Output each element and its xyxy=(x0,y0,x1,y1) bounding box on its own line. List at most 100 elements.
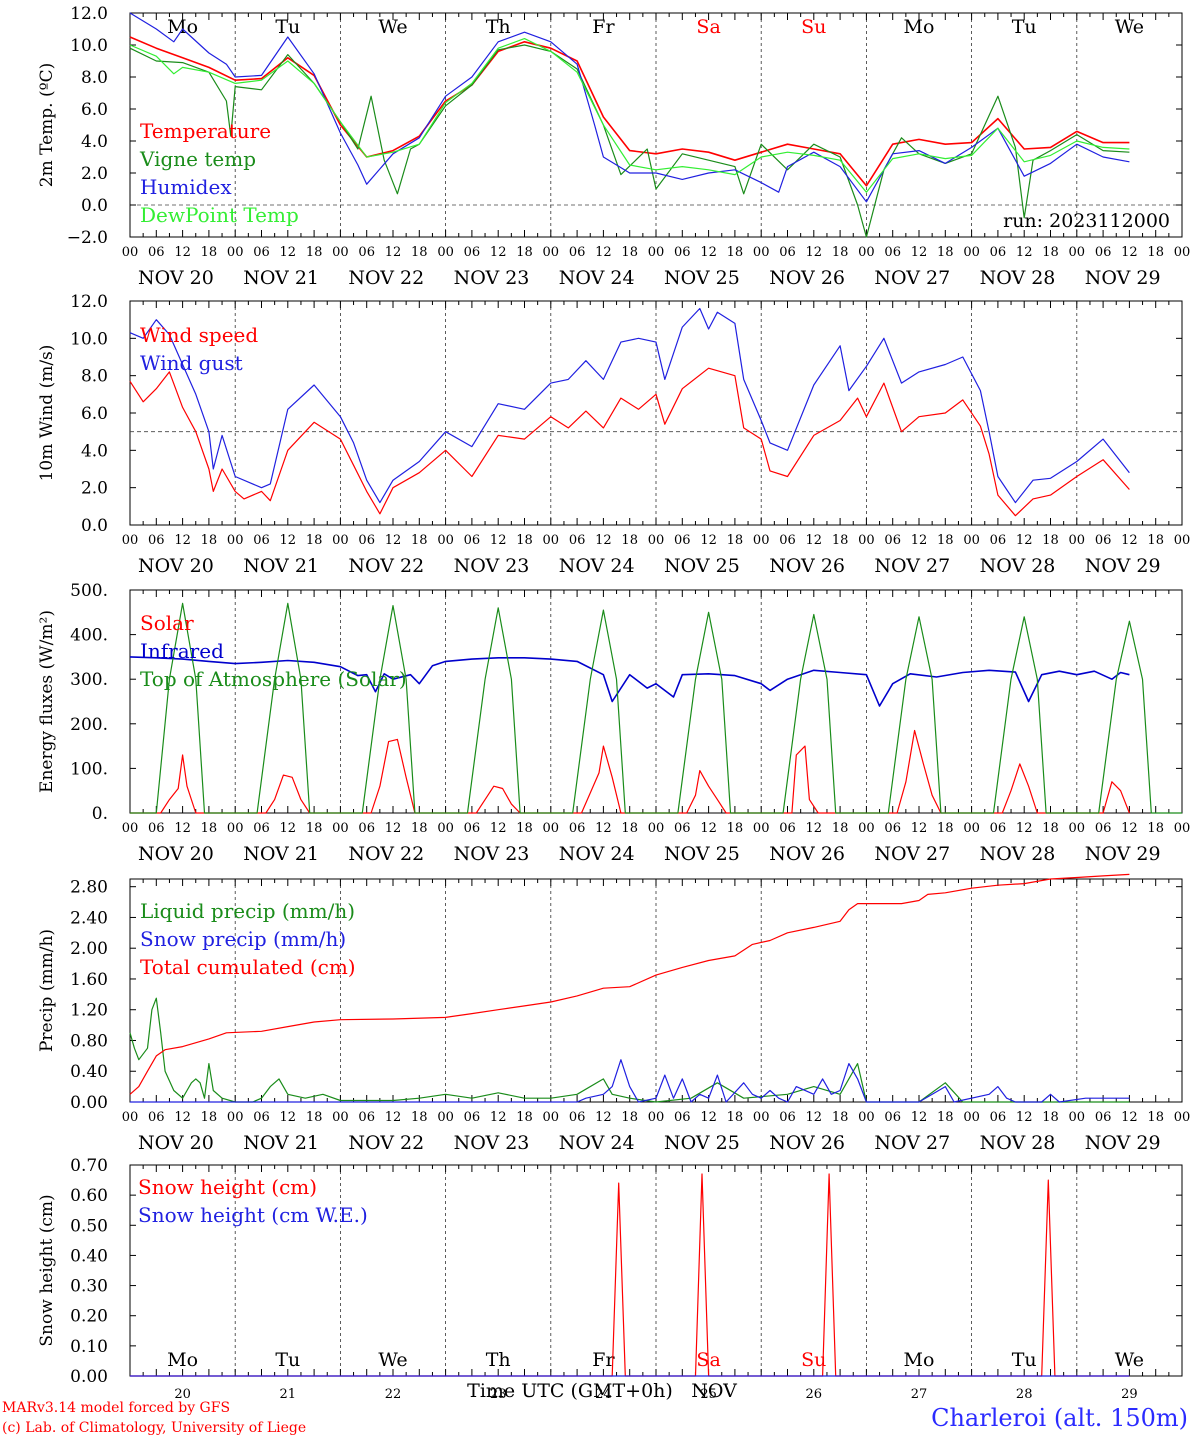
x-hour-label: 00 xyxy=(332,533,349,548)
x-hour-label: 06 xyxy=(253,245,270,260)
x-hour-label: 00 xyxy=(648,245,665,260)
x-hour-label: 00 xyxy=(1174,245,1191,260)
y-tick-label: −2.0 xyxy=(67,228,108,248)
x-hour-label: 12 xyxy=(174,245,191,260)
weekday-label: Mo xyxy=(167,1349,198,1371)
x-hour-label: 06 xyxy=(148,1110,165,1125)
x-hour-label: 06 xyxy=(674,1110,691,1125)
x-hour-label: 00 xyxy=(753,821,770,836)
x-day-number: 20 xyxy=(174,1387,191,1400)
x-hour-label: 06 xyxy=(674,245,691,260)
x-day-number: 23 xyxy=(490,1387,507,1400)
weekday-label: We xyxy=(378,16,407,38)
x-hour-label: 18 xyxy=(1042,1110,1059,1125)
x-day-number: 25 xyxy=(700,1387,717,1400)
x-hour-label: 06 xyxy=(569,245,586,260)
x-hour-label: 00 xyxy=(858,533,875,548)
x-hour-label: 06 xyxy=(674,533,691,548)
x-hour-label: 00 xyxy=(963,533,980,548)
x-hour-label: 18 xyxy=(832,533,849,548)
x-date-label: NOV 26 xyxy=(769,1132,845,1154)
legend-entry: Snow precip (mm/h) xyxy=(140,927,346,951)
x-hour-label: 06 xyxy=(884,1110,901,1125)
x-hour-label: 06 xyxy=(253,1110,270,1125)
x-hour-label: 12 xyxy=(700,1110,717,1125)
x-hour-label: 12 xyxy=(385,1110,402,1125)
legend-entry: Wind speed xyxy=(140,323,258,347)
x-hour-label: 12 xyxy=(595,533,612,548)
x-hour-label: 06 xyxy=(148,821,165,836)
y-tick-label: 2.0 xyxy=(81,479,108,499)
x-date-label: NOV 29 xyxy=(1085,267,1161,289)
legend-entry: Humidex xyxy=(140,175,232,199)
x-hour-label: 12 xyxy=(1121,533,1138,548)
series-line-dewpoint-temp xyxy=(129,37,1130,193)
x-date-label: NOV 28 xyxy=(980,1132,1056,1154)
x-day-number: 28 xyxy=(1016,1387,1033,1400)
x-hour-label: 00 xyxy=(1069,821,1086,836)
x-date-label: NOV 22 xyxy=(348,555,424,577)
y-tick-label: 200. xyxy=(70,715,108,735)
location-title: Charleroi (alt. 150m) xyxy=(931,1404,1188,1432)
x-hour-label: 06 xyxy=(253,821,270,836)
x-hour-label: 00 xyxy=(227,821,244,836)
x-date-label: NOV 27 xyxy=(874,267,950,289)
x-hour-label: 12 xyxy=(806,245,823,260)
series-line-wind-speed xyxy=(129,367,1130,517)
y-tick-label: 0.60 xyxy=(70,1186,108,1206)
x-hour-label: 18 xyxy=(937,1110,954,1125)
x-hour-label: 00 xyxy=(227,1110,244,1125)
x-hour-label: 00 xyxy=(648,533,665,548)
x-date-label: NOV 24 xyxy=(559,555,635,577)
x-hour-label: 00 xyxy=(122,1110,139,1125)
y-tick-label: 0.40 xyxy=(70,1246,108,1266)
x-hour-label: 12 xyxy=(1121,245,1138,260)
series-line-temperature xyxy=(129,36,1130,187)
x-hour-label: 18 xyxy=(516,245,533,260)
x-hour-label: 12 xyxy=(1016,245,1033,260)
x-date-label: NOV 23 xyxy=(454,555,530,577)
x-hour-label: 12 xyxy=(700,821,717,836)
x-date-label: NOV 20 xyxy=(138,267,214,289)
x-hour-label: 18 xyxy=(201,1110,218,1125)
x-hour-label: 00 xyxy=(1174,821,1191,836)
x-hour-label: 18 xyxy=(201,533,218,548)
x-hour-label: 18 xyxy=(306,533,323,548)
legend-entry: Infrared xyxy=(140,639,224,663)
x-date-label: NOV 22 xyxy=(348,267,424,289)
x-hour-label: 06 xyxy=(358,245,375,260)
x-date-label: NOV 28 xyxy=(980,267,1056,289)
x-hour-label: 12 xyxy=(595,1110,612,1125)
x-hour-label: 00 xyxy=(753,533,770,548)
x-date-label: NOV 22 xyxy=(348,1132,424,1154)
x-hour-label: 18 xyxy=(727,533,744,548)
x-hour-label: 12 xyxy=(1016,821,1033,836)
x-hour-label: 18 xyxy=(516,1110,533,1125)
series-line-solar xyxy=(130,729,1130,814)
x-hour-label: 00 xyxy=(963,1110,980,1125)
y-tick-label: 6.0 xyxy=(81,404,108,424)
meteogram-chart: 12.0 10.0 8.0 6.0 4.0 2.0 0.0 −2.0 2m Temp. (ºC)… xyxy=(37,4,1191,1400)
y-axis-label: Energy fluxes (W/m²) xyxy=(37,610,57,793)
x-hour-label: 18 xyxy=(411,1110,428,1125)
legend-entry: Total cumulated (cm) xyxy=(140,955,356,979)
x-date-label: NOV 26 xyxy=(769,555,845,577)
x-hour-label: 06 xyxy=(148,533,165,548)
x-hour-label: 06 xyxy=(358,533,375,548)
y-tick-label: 2.0 xyxy=(81,164,108,184)
x-hour-label: 00 xyxy=(543,245,560,260)
x-hour-label: 18 xyxy=(621,821,638,836)
x-hour-label: 00 xyxy=(437,533,454,548)
x-hour-label: 12 xyxy=(280,821,297,836)
series-line-wind-gust xyxy=(129,307,1130,504)
legend-entry: Wind gust xyxy=(140,351,243,375)
legend-entry: Vigne temp xyxy=(139,147,256,171)
x-date-label: NOV 23 xyxy=(454,1132,530,1154)
x-hour-label: 06 xyxy=(674,821,691,836)
weekday-label: Tu xyxy=(1012,1349,1037,1371)
y-tick-label: 1.60 xyxy=(70,970,108,990)
x-hour-label: 18 xyxy=(832,821,849,836)
x-date-label: NOV 24 xyxy=(559,843,635,865)
x-date-label: NOV 21 xyxy=(243,1132,319,1154)
weekday-label: Fr xyxy=(592,1349,615,1371)
